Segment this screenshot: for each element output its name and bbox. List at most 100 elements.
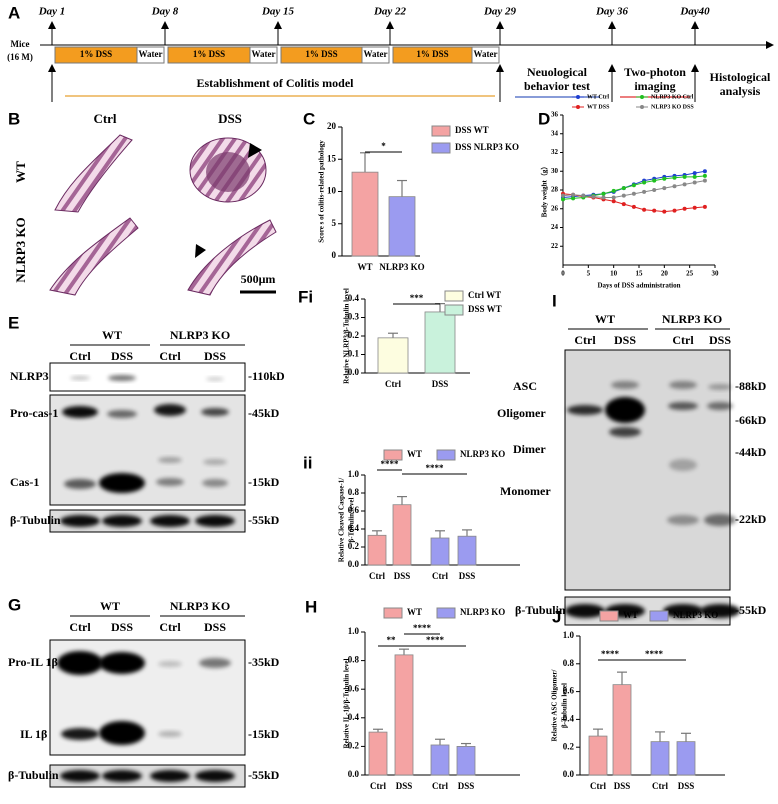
significance-label: **** [601,649,620,659]
blot-band [156,478,184,486]
legend-label: WT [623,610,638,620]
legend-label: WT [407,449,422,459]
series-marker [642,207,647,212]
y-tick-label: 0.0 [563,769,575,779]
legend-label: NLRP3 KO [460,449,505,459]
legend-swatch [431,142,451,154]
arrow [248,143,262,158]
legend-label: WT Ctrl [587,94,609,100]
series-marker [561,197,565,202]
lane-label: Ctrl [69,620,91,634]
size-label: -45kD [248,406,280,420]
blot-band [700,604,740,618]
x-tick-label: Ctrl [369,571,385,581]
x-tick-label: 30 [712,270,720,278]
bar [650,741,670,776]
series-marker [631,191,636,196]
row-label: WT [13,161,28,183]
series-marker [682,206,687,211]
legend-marker [640,105,644,109]
histology-image [49,217,139,296]
panel-label: I [552,291,557,310]
x-tick-label: 25 [686,270,694,278]
significance-label: *** [410,293,424,303]
y-tick-label: 24 [551,223,559,231]
y-tick-label: 0.6 [348,505,360,515]
bar [367,534,387,566]
panel-label: Fi [298,287,313,306]
y-tick-label: 20 [327,121,337,131]
histology-image [206,152,250,192]
legend-swatch [599,610,619,622]
group-label: WT [595,312,615,326]
blot-band [60,770,100,782]
bar [377,337,409,374]
series-marker [652,208,657,213]
blot-band [62,406,98,418]
blot-band [64,479,96,489]
bar [392,504,412,566]
day-label: Day 1 [38,6,66,18]
blot-band [99,721,145,745]
bar [676,741,696,776]
bar [588,735,608,776]
lane-label: Ctrl [69,349,91,363]
size-label: -35kD [248,655,280,669]
series-marker [702,178,707,183]
segment-label: Water [139,49,163,59]
step-label: behavior test [524,79,590,93]
series-marker [702,204,707,209]
bar [424,311,456,374]
significance-label: ** [387,635,397,645]
series-marker [611,195,616,200]
protein-label: Cas-1 [10,475,39,489]
group-label: WT [102,328,122,342]
series-marker [571,196,576,201]
y-tick-label: 0.4 [348,293,360,303]
blot-band [195,515,235,527]
segment-label: Water [252,49,276,59]
series-marker [591,194,596,199]
significance-label: **** [645,649,664,659]
y-tick-label: 30 [551,167,559,175]
lane-label: Ctrl [672,333,694,347]
series-marker [682,182,687,187]
y-tick-label: 0 [332,250,337,260]
bar [612,684,632,776]
y-axis-label: Relative IL-1β/β-Tubulin level [343,658,351,748]
x-tick-label: 15 [636,270,644,278]
legend-label: NLRP3 KO [460,607,505,617]
day-label: Day40 [679,6,710,18]
size-label: -22kD [735,512,767,526]
day-label: Day 29 [483,6,517,18]
blot-band [57,651,103,675]
x-tick-label: DSS [678,781,695,791]
group-label: WT [100,599,120,613]
blot-band [158,457,182,463]
x-tick-label: NLRP3 KO [379,262,424,272]
water-segment [471,46,500,64]
series-marker [642,189,647,194]
water-segment [361,46,390,64]
y-tick-label: 15 [327,153,337,163]
y-tick-label: 0.0 [348,769,360,779]
protein-label: IL 1β [20,727,47,741]
blot-band [605,397,645,423]
x-tick-label: Ctrl [652,781,668,791]
x-tick-label: WT [357,262,372,272]
legend-swatch [444,304,464,316]
lane-label: DSS [111,349,133,363]
x-axis-label: Days of DSS administration [597,282,680,290]
blot-membrane [564,349,731,591]
histology-images [49,134,277,296]
blot-band [201,408,229,416]
bar [430,537,450,566]
x-tick-label: DSS [459,571,476,581]
y-tick-label: 0.6 [348,683,360,693]
legend-label: DSS WT [468,304,502,314]
y-tick-label: 0.2 [348,330,360,340]
y-tick-label: 0.0 [348,559,360,569]
water-segment [136,46,165,64]
lane-label: DSS [204,349,226,363]
